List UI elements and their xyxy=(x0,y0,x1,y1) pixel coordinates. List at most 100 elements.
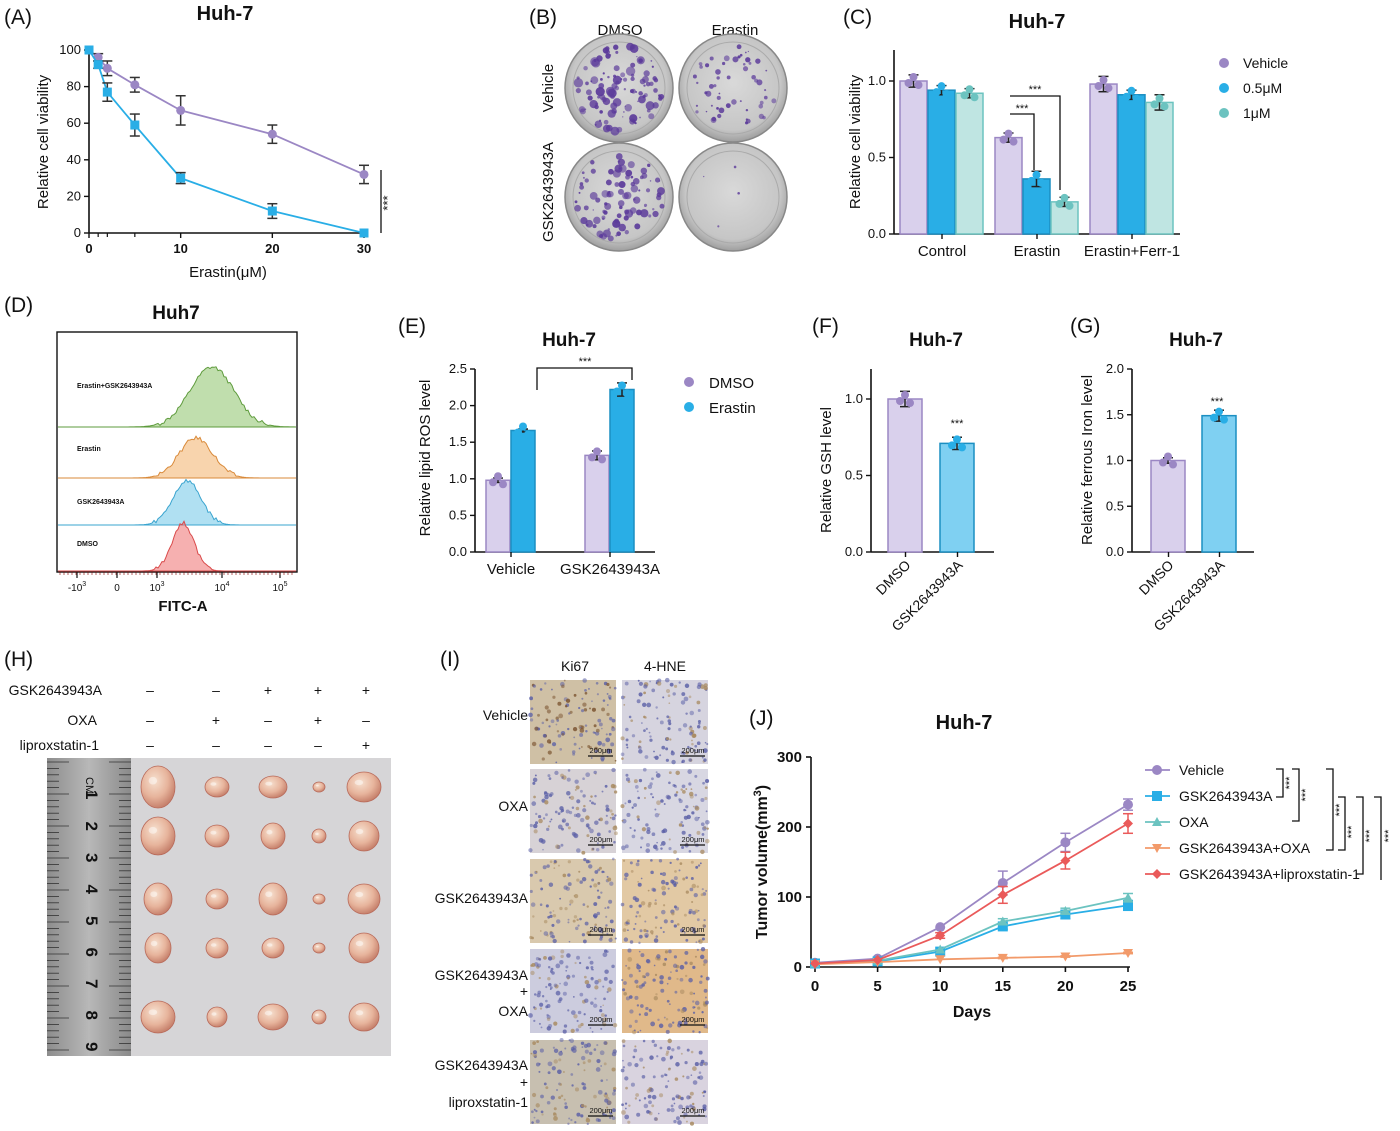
ihc-cell xyxy=(529,718,534,722)
colony xyxy=(705,90,712,97)
ihc-cell xyxy=(538,1070,541,1073)
colony xyxy=(593,216,601,225)
ihc-cell xyxy=(552,1046,556,1049)
panel-e-replicate-dot xyxy=(588,453,596,462)
ihc-cell xyxy=(668,771,672,775)
ihc-cell xyxy=(666,795,672,800)
ihc-cell xyxy=(665,688,671,694)
ihc-cell xyxy=(578,706,581,710)
panel-d-letter: (D) xyxy=(4,294,33,317)
ihc-cell xyxy=(661,829,665,834)
panel-c-legend-marker xyxy=(1219,83,1229,93)
colony xyxy=(579,108,586,115)
panel-e-y-tick-label: 2.5 xyxy=(449,361,467,376)
ihc-cell xyxy=(588,956,591,960)
ihc-cell xyxy=(622,1066,626,1069)
colony xyxy=(737,55,741,59)
ihc-cell xyxy=(700,893,704,897)
panel-i-letter: (I) xyxy=(440,648,460,671)
panel-j-legend: VehicleGSK2643943AOXAGSK2643943A+OXAGSK2… xyxy=(1145,762,1360,882)
ihc-cell xyxy=(553,1112,557,1117)
ihc-cell xyxy=(703,1062,706,1066)
ihc-cell xyxy=(673,876,678,881)
ihc-cell xyxy=(582,777,585,781)
ihc-cell xyxy=(606,990,609,994)
ihc-cell xyxy=(625,996,630,1001)
panel-f-replicate-dot xyxy=(901,391,909,399)
ihc-cell xyxy=(666,715,670,719)
ihc-cell xyxy=(645,972,650,977)
ihc-cell xyxy=(653,750,655,753)
ihc-cell xyxy=(689,725,692,728)
ihc-cell xyxy=(661,841,666,846)
ihc-cell xyxy=(607,1100,612,1105)
ihc-cell xyxy=(652,888,657,892)
ihc-cell xyxy=(650,930,654,934)
ihc-cell xyxy=(654,902,658,905)
ihc-cell xyxy=(579,917,582,921)
ihc-cell xyxy=(674,1077,679,1081)
panel-e-legend-marker xyxy=(684,377,694,387)
ihc-cell xyxy=(688,977,693,983)
colony xyxy=(612,219,621,228)
ihc-cell xyxy=(567,860,572,864)
ihc-cell xyxy=(585,859,590,864)
ruler-number: 2 xyxy=(82,822,101,831)
ihc-cell xyxy=(590,1001,594,1005)
ihc-cell xyxy=(565,822,570,827)
ihc-cell xyxy=(574,961,577,965)
ihc-cell xyxy=(559,897,562,900)
ihc-cell xyxy=(536,1040,540,1044)
ihc-cell xyxy=(529,889,533,893)
ihc-cell xyxy=(583,1069,586,1072)
ihc-cell xyxy=(705,810,708,813)
ihc-cell xyxy=(643,1097,647,1100)
ihc-cell xyxy=(665,1018,669,1021)
ihc-cell xyxy=(638,1099,641,1102)
panel-j-legend-marker xyxy=(1152,791,1162,801)
colony xyxy=(645,101,655,111)
ihc-cell xyxy=(680,928,685,933)
ihc-cell xyxy=(538,1062,541,1066)
ihc-cell xyxy=(624,877,628,881)
panel-c-sig-brackets xyxy=(1010,95,1061,190)
tumor-highlight xyxy=(266,829,273,835)
ihc-cell xyxy=(688,695,692,699)
ruler-number: 3 xyxy=(82,853,101,862)
panel-e-replicate-dot xyxy=(613,387,621,396)
ihc-cell xyxy=(608,732,612,736)
ihc-cell xyxy=(613,790,618,794)
ihc-cell xyxy=(663,802,666,805)
colony xyxy=(644,205,646,207)
ihc-cell xyxy=(691,1105,695,1109)
ihc-cell xyxy=(673,1102,676,1105)
colony xyxy=(692,74,697,79)
ihc-cell xyxy=(586,905,589,908)
panel-e-y-tick-label: 1.5 xyxy=(449,434,467,449)
ihc-cell xyxy=(600,1013,605,1017)
panel-c-bar xyxy=(994,136,1023,235)
panel-e-y-tick-label: 2.0 xyxy=(449,398,467,413)
ihc-cell xyxy=(612,1086,617,1091)
ihc-cell xyxy=(611,930,614,933)
panel-e-replicate-dot xyxy=(524,430,532,439)
ihc-cell xyxy=(585,815,590,820)
ihc-cell xyxy=(553,1116,558,1121)
panel-j-point xyxy=(1060,906,1071,915)
ihc-cell xyxy=(625,1086,628,1090)
colony xyxy=(713,84,717,88)
ihc-cell xyxy=(597,895,601,900)
ihc-cell xyxy=(541,757,545,761)
ihc-cell xyxy=(650,859,653,862)
panel-j-point xyxy=(872,955,883,965)
ihc-cell xyxy=(659,1093,664,1098)
ihc-cell xyxy=(554,770,559,775)
ihc-cell xyxy=(681,830,686,835)
panel-h-row-label: GSK2643943A xyxy=(9,682,103,698)
ihc-cell xyxy=(653,844,658,850)
colony xyxy=(717,225,720,228)
panel-c-y-tick-label: 1.0 xyxy=(868,73,886,88)
ihc-cell xyxy=(702,1107,707,1112)
ihc-cell xyxy=(685,712,688,715)
